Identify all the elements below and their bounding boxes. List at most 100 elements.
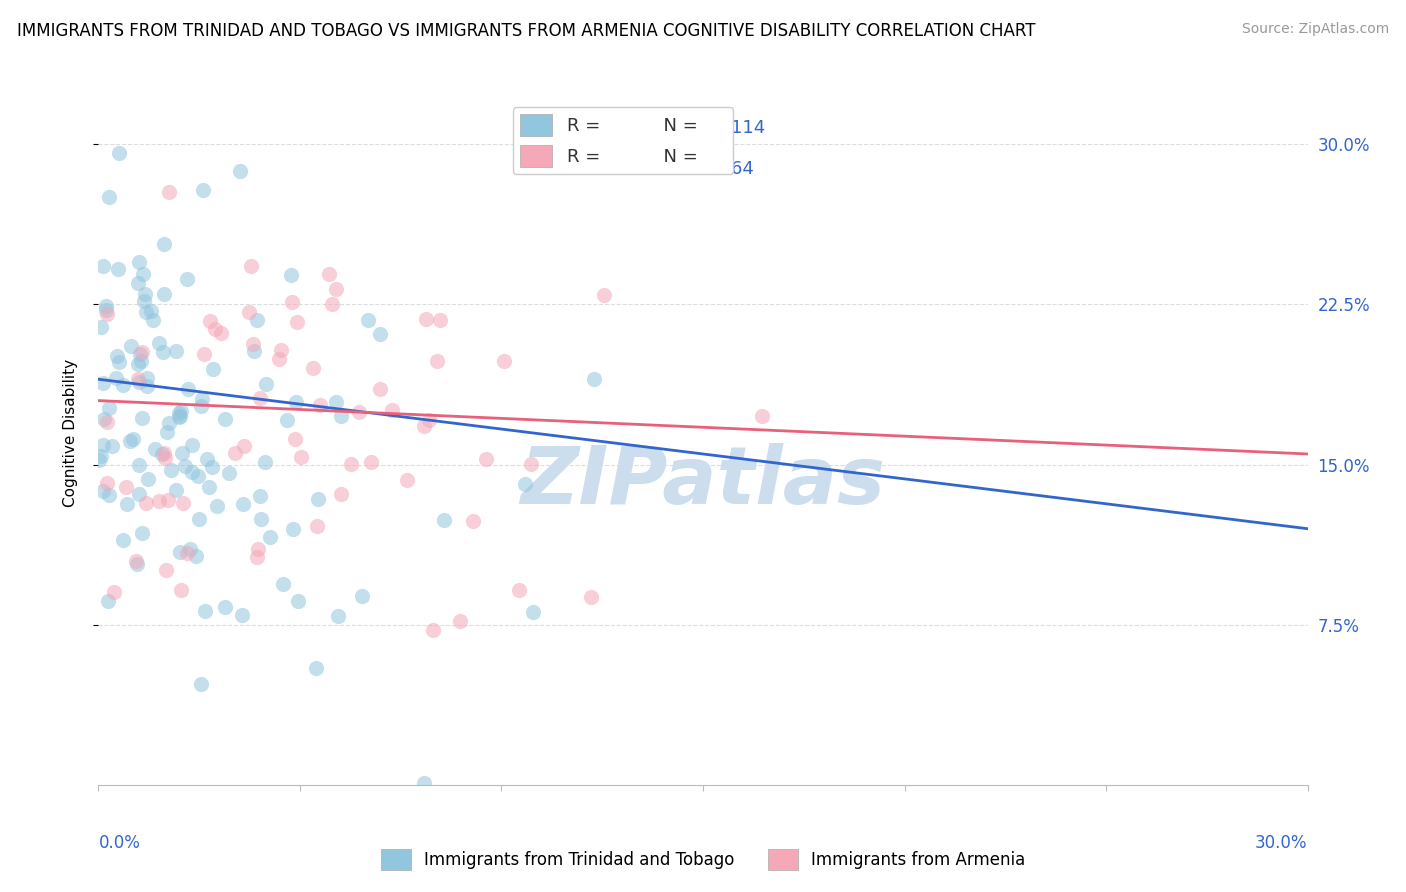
Point — [176, 546, 198, 560]
Point — [193, 183, 215, 197]
Point — [142, 313, 165, 327]
Point — [91, 484, 114, 499]
Point — [187, 469, 209, 483]
Point — [97, 488, 120, 502]
Point — [156, 492, 179, 507]
Point — [284, 394, 307, 409]
Point — [326, 608, 349, 623]
Point — [98, 190, 121, 204]
Point — [169, 409, 191, 423]
Point — [131, 410, 153, 425]
Point — [193, 347, 215, 361]
Point — [240, 259, 263, 273]
Point — [254, 377, 277, 392]
Point — [249, 391, 271, 405]
Point — [93, 411, 115, 425]
Text: ZIPatlas: ZIPatlas — [520, 443, 886, 521]
Point — [157, 185, 180, 199]
Point — [136, 378, 159, 392]
Point — [190, 399, 212, 413]
Point — [250, 512, 273, 526]
Point — [422, 623, 444, 637]
Point — [198, 314, 221, 328]
Point — [285, 315, 308, 329]
Point — [128, 346, 150, 360]
Point — [191, 392, 214, 406]
Point — [579, 590, 602, 604]
Point — [103, 585, 125, 599]
Point — [96, 299, 118, 313]
Point — [475, 452, 498, 467]
Point — [325, 282, 347, 296]
Point — [583, 372, 606, 386]
Point — [357, 313, 380, 327]
Point — [97, 594, 120, 608]
Point — [218, 466, 240, 480]
Text: N = 64: N = 64 — [690, 160, 754, 178]
Point — [115, 497, 138, 511]
Text: R = -0.172: R = -0.172 — [569, 120, 666, 137]
Text: R = -0.134: R = -0.134 — [569, 160, 666, 178]
Point — [426, 353, 449, 368]
Point — [195, 452, 218, 467]
Point — [418, 413, 440, 427]
Point — [157, 417, 180, 431]
Point — [463, 515, 485, 529]
Point — [194, 604, 217, 618]
Point — [280, 268, 302, 282]
Point — [243, 343, 266, 358]
Point — [229, 164, 252, 178]
Point — [165, 343, 187, 358]
Point — [152, 345, 174, 359]
Point — [179, 541, 201, 556]
Point — [302, 361, 325, 376]
Point — [132, 267, 155, 281]
Point — [131, 345, 153, 359]
Point — [751, 409, 773, 424]
Point — [128, 487, 150, 501]
Point — [165, 483, 187, 498]
Point — [508, 582, 530, 597]
Point — [325, 394, 347, 409]
Point — [307, 491, 329, 506]
Point — [415, 311, 437, 326]
Point — [395, 473, 418, 487]
Point — [132, 293, 155, 308]
Point — [156, 425, 179, 440]
Point — [101, 439, 124, 453]
Point — [127, 357, 149, 371]
Point — [180, 465, 202, 479]
Point — [152, 446, 174, 460]
Point — [120, 339, 142, 353]
Point — [205, 499, 228, 513]
Point — [247, 541, 270, 556]
Y-axis label: Cognitive Disability: Cognitive Disability — [63, 359, 77, 507]
Point — [127, 558, 149, 572]
Point — [172, 495, 194, 509]
Point — [94, 303, 117, 318]
Point — [135, 496, 157, 510]
Point — [413, 418, 436, 433]
Point — [433, 513, 456, 527]
Point — [153, 451, 176, 466]
Point — [350, 589, 373, 603]
Text: 0.0%: 0.0% — [98, 834, 141, 852]
Point — [115, 480, 138, 494]
Point — [413, 776, 436, 790]
Point — [308, 398, 330, 412]
Point — [87, 453, 110, 467]
Text: Source: ZipAtlas.com: Source: ZipAtlas.com — [1241, 22, 1389, 37]
Point — [246, 550, 269, 565]
Point — [128, 255, 150, 269]
Point — [170, 446, 193, 460]
Point — [201, 460, 224, 475]
Point — [368, 382, 391, 396]
Point — [276, 413, 298, 427]
Point — [177, 382, 200, 396]
Point — [231, 607, 253, 622]
Point — [135, 304, 157, 318]
Point — [143, 442, 166, 457]
Point — [105, 349, 128, 363]
Point — [153, 237, 176, 252]
Point — [107, 355, 129, 369]
